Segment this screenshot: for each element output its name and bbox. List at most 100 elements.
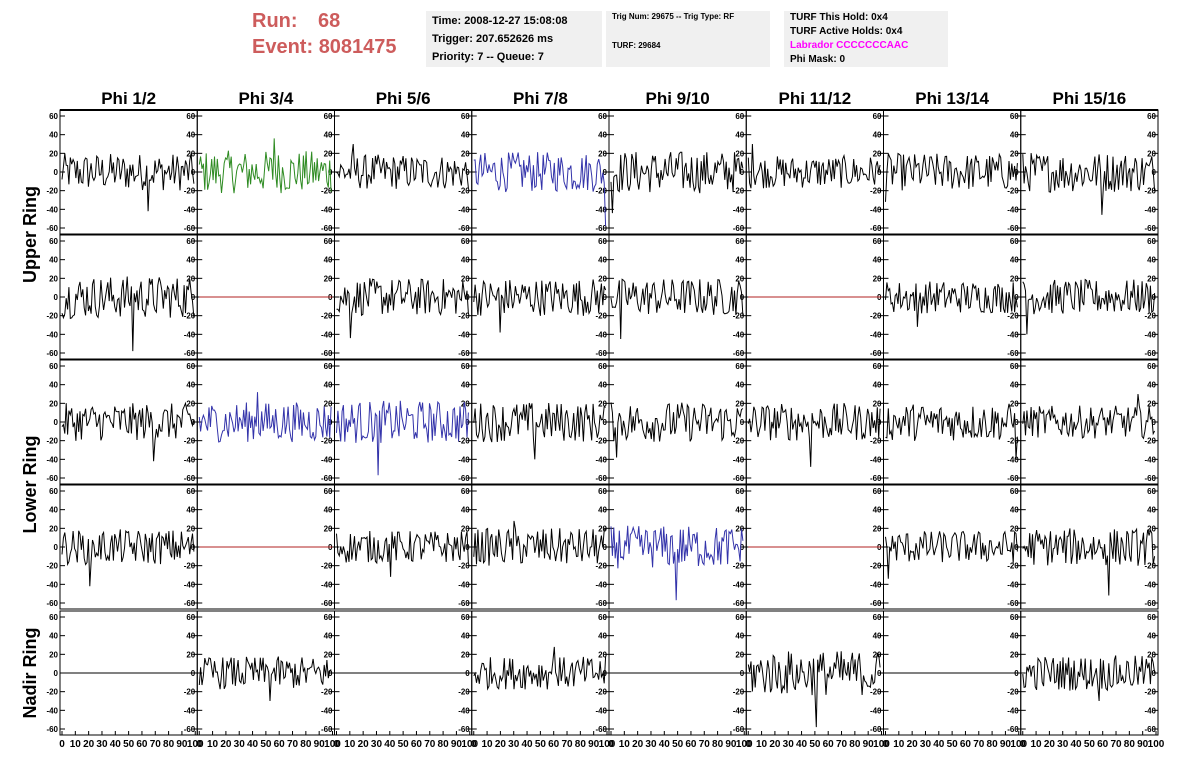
y-tick-label: 40 — [735, 256, 744, 265]
waveform-line — [885, 281, 1018, 327]
x-tick-label: 40 — [247, 739, 259, 750]
y-tick-label: -20 — [321, 562, 333, 571]
panel: -60 -40 -20 0 20 40 60 — [608, 359, 747, 485]
y-tick-label: 40 — [186, 131, 195, 140]
y-tick-label: 40 — [1147, 506, 1156, 515]
y-tick-label: 60 — [873, 487, 882, 496]
y-tick-label: 40 — [461, 131, 470, 140]
x-tick-label: 60 — [136, 739, 148, 750]
y-tick-label: -60 — [1007, 725, 1019, 734]
y-tick-label: -60 — [458, 474, 470, 483]
y-tick-label: -40 — [595, 706, 607, 715]
x-tick-label: 30 — [234, 739, 246, 750]
column-header: Phi 13/14 — [915, 89, 989, 108]
x-tick-label: 10 — [482, 739, 494, 750]
x-tick-label: 100 — [736, 739, 753, 750]
y-tick-label: -40 — [1144, 330, 1156, 339]
y-tick-label: -40 — [46, 330, 58, 339]
y-tick-label: 0 — [740, 168, 745, 177]
waveform-grid: Phi 1/2 Phi 3/4 Phi 5/6 Phi 7/8 Phi 9/10 Phi … — [20, 89, 1165, 750]
y-tick-label: 0 — [1152, 669, 1157, 678]
y-tick-label: -60 — [458, 349, 470, 358]
x-tick-label: 0 — [608, 739, 614, 750]
x-tick-label: 90 — [1137, 739, 1149, 750]
y-tick-label: 40 — [49, 131, 58, 140]
y-tick-label: -60 — [321, 725, 333, 734]
x-tick-label: 20 — [632, 739, 644, 750]
waveform-line — [1022, 393, 1156, 440]
y-tick-label: 60 — [461, 237, 470, 246]
y-tick-label: 0 — [54, 543, 59, 552]
x-tick-label: 50 — [398, 739, 410, 750]
x-tick-label: 30 — [645, 739, 657, 750]
y-tick-label: -20 — [321, 312, 333, 321]
y-tick-label: 20 — [598, 149, 607, 158]
y-tick-label: 60 — [461, 112, 470, 121]
y-tick-label: -40 — [321, 706, 333, 715]
y-tick-label: -60 — [733, 725, 745, 734]
y-tick-label: 0 — [1152, 543, 1157, 552]
y-tick-label: 60 — [186, 362, 195, 371]
column-header: Phi 1/2 — [101, 89, 156, 108]
x-tick-label: 20 — [907, 739, 919, 750]
y-tick-label: -60 — [458, 224, 470, 233]
y-tick-label: -60 — [595, 725, 607, 734]
y-tick-label: -60 — [46, 599, 58, 608]
y-tick-label: -60 — [46, 725, 58, 734]
y-tick-label: 0 — [603, 418, 608, 427]
y-tick-label: 60 — [873, 237, 882, 246]
y-tick-label: -60 — [870, 224, 882, 233]
waveform-line — [610, 525, 744, 601]
y-tick-label: 0 — [740, 418, 745, 427]
x-tick-label: 90 — [725, 739, 737, 750]
y-tick-label: -40 — [733, 330, 745, 339]
y-tick-label: 60 — [1147, 362, 1156, 371]
y-tick-label: -40 — [1144, 205, 1156, 214]
waveform-line — [473, 402, 606, 460]
y-tick-label: -60 — [46, 474, 58, 483]
y-tick-label: -20 — [184, 688, 196, 697]
panel: -60 -40 -20 0 20 40 60 — [883, 234, 1022, 360]
y-tick-label: 40 — [1147, 131, 1156, 140]
trig-info-box: Trig Num: 29675 -- Trig Type: RF TURF: 2… — [606, 11, 770, 67]
y-tick-label: -60 — [1144, 599, 1156, 608]
waveform-line — [198, 138, 332, 194]
y-tick-label: -60 — [458, 725, 470, 734]
x-tick-label: 80 — [712, 739, 724, 750]
y-tick-label: 0 — [54, 293, 59, 302]
y-tick-label: 40 — [1010, 131, 1019, 140]
y-tick-label: 60 — [735, 487, 744, 496]
y-tick-label: -20 — [595, 688, 607, 697]
waveform-line — [61, 401, 195, 462]
column-header: Phi 15/16 — [1053, 89, 1127, 108]
y-tick-label: -60 — [595, 599, 607, 608]
x-tick-label: 40 — [933, 739, 945, 750]
y-tick-label: -20 — [46, 562, 58, 571]
waveform-line — [1022, 153, 1156, 215]
y-tick-label: 60 — [598, 237, 607, 246]
column-header: Phi 7/8 — [513, 89, 568, 108]
trigger-line: Trigger: 207.652626 ms — [432, 33, 554, 45]
waveform-line — [473, 279, 607, 333]
y-tick-label: 0 — [1014, 418, 1019, 427]
y-tick-label: -20 — [184, 187, 196, 196]
y-tick-label: 40 — [1147, 256, 1156, 265]
y-tick-label: -40 — [184, 706, 196, 715]
y-tick-label: -20 — [1144, 312, 1156, 321]
event-label: Event: — [252, 36, 314, 58]
y-tick-label: -60 — [870, 474, 882, 483]
y-tick-label: 20 — [1010, 274, 1019, 283]
waveform-line — [1022, 527, 1156, 596]
x-tick-label: 70 — [561, 739, 573, 750]
y-tick-label: 60 — [186, 237, 195, 246]
x-tick-label: 0 — [1020, 739, 1026, 750]
y-tick-label: 60 — [461, 487, 470, 496]
y-tick-label: 0 — [54, 669, 59, 678]
y-tick-label: 40 — [873, 632, 882, 641]
x-tick-label: 10 — [344, 739, 356, 750]
